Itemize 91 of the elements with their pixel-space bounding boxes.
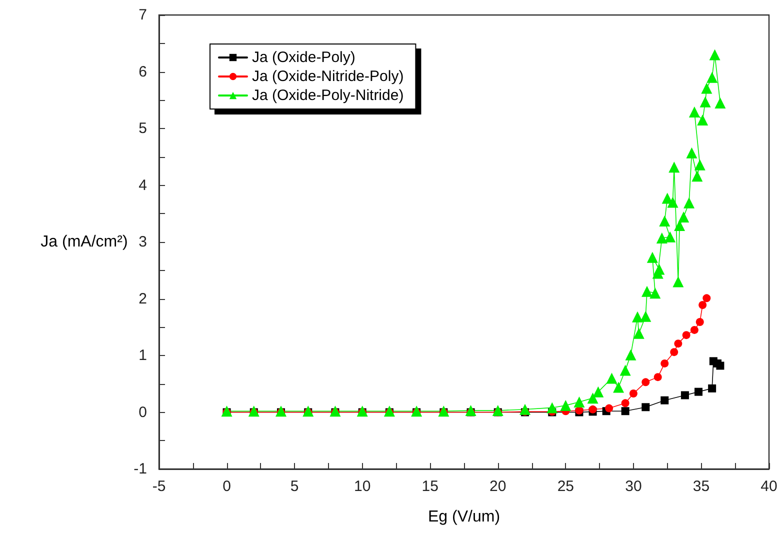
y-tick-label: 5 [138, 120, 147, 137]
x-tick-label: 35 [692, 478, 710, 495]
point [654, 373, 662, 382]
point [632, 311, 644, 322]
point [692, 170, 703, 182]
point [546, 402, 558, 414]
point [694, 388, 703, 396]
y-tick-label: 4 [138, 176, 147, 194]
x-tick-label: 0 [222, 478, 231, 495]
point [606, 372, 618, 384]
y-tick-label: 2 [138, 290, 147, 308]
point [605, 404, 614, 412]
point [621, 399, 630, 408]
point [708, 384, 716, 392]
x-tick-label: 40 [760, 478, 778, 495]
point [670, 348, 678, 356]
point [674, 220, 686, 232]
point [672, 276, 684, 288]
point [656, 232, 668, 244]
point [629, 390, 638, 398]
point [674, 340, 682, 348]
y-tick-label: 0 [138, 404, 147, 421]
point [680, 391, 689, 400]
x-tick-label: 5 [290, 478, 299, 495]
point [686, 147, 698, 158]
x-axis-title: Eg (V/um) [428, 508, 500, 526]
point [411, 406, 422, 417]
legend-label: Ja (Oxide-Poly) [252, 49, 356, 66]
x-tick-label: -5 [152, 478, 166, 495]
point [664, 231, 676, 242]
x-tick-label: 10 [354, 478, 371, 495]
x-tick-label: 30 [625, 478, 642, 495]
x-tick-label: 15 [422, 478, 438, 495]
point [668, 162, 680, 173]
y-axis-title: Ja (mA/cm²) [40, 234, 128, 250]
point [465, 405, 476, 416]
point [276, 406, 286, 417]
point [678, 212, 690, 223]
point [684, 197, 695, 208]
point [716, 362, 724, 370]
y-tick-label: 7 [138, 6, 147, 24]
point [698, 300, 707, 309]
point [221, 406, 232, 417]
point [520, 404, 530, 415]
point [660, 396, 669, 404]
point [709, 49, 720, 60]
point [714, 97, 726, 108]
point [588, 405, 597, 414]
point [659, 216, 670, 227]
point [592, 386, 604, 398]
point [682, 331, 690, 340]
point [302, 406, 314, 417]
point [560, 400, 572, 411]
point [633, 328, 644, 339]
point [642, 378, 650, 386]
point [701, 82, 712, 94]
point [642, 403, 650, 412]
point [642, 286, 652, 297]
point [384, 406, 395, 417]
point [667, 196, 678, 208]
x-tick-label: 25 [557, 478, 574, 495]
point [625, 349, 636, 360]
point [700, 96, 711, 108]
point [620, 364, 631, 376]
point [621, 407, 630, 416]
legend-label: Ja (Oxide-Nitride-Poly) [252, 68, 404, 85]
point [660, 359, 669, 368]
point [697, 114, 708, 126]
point [248, 406, 260, 417]
point [640, 310, 652, 322]
point [356, 406, 368, 417]
legend-label: Ja (Oxide-Poly-Nitride) [252, 87, 404, 104]
point [690, 326, 698, 334]
point [706, 72, 718, 83]
point [574, 396, 585, 408]
y-tick-label: -1 [134, 460, 147, 478]
point [613, 382, 624, 393]
point [694, 159, 706, 170]
y-tick-label: 6 [138, 63, 147, 80]
point [650, 288, 661, 299]
point [696, 318, 704, 326]
point [646, 252, 658, 263]
x-tick-label: 20 [490, 478, 506, 495]
y-tick-label: 1 [138, 347, 147, 364]
y-tick-label: 3 [138, 234, 147, 250]
point [688, 106, 700, 118]
point [330, 406, 341, 417]
point [438, 406, 450, 417]
point [587, 392, 598, 404]
point [702, 294, 711, 302]
point [492, 405, 504, 416]
